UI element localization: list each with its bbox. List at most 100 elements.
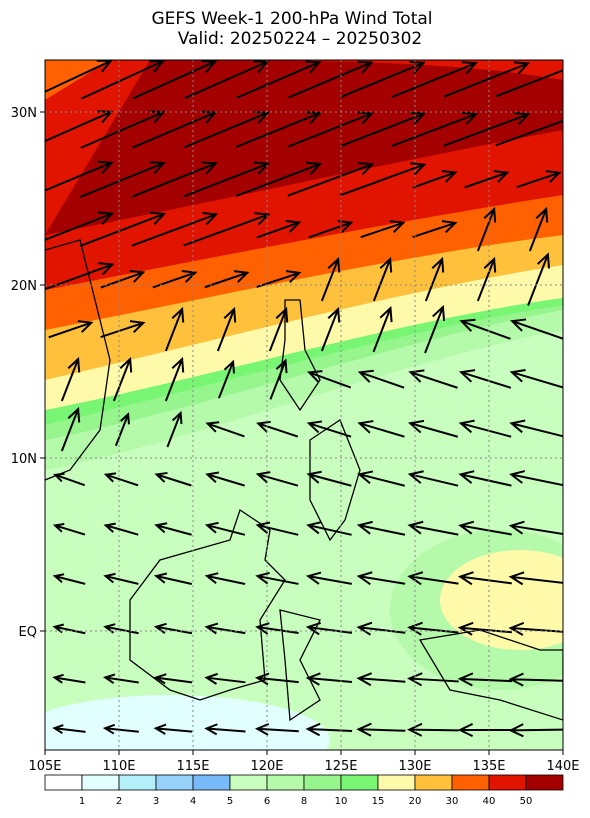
wind-arrow	[152, 270, 198, 289]
wind-arrow	[166, 410, 183, 448]
wind-arrow	[235, 161, 323, 197]
wind-arrow	[102, 673, 139, 685]
wind-arrow	[52, 673, 86, 684]
colorbar: 1 2 3 4 5 6 8 10 15 20 30 40 50	[44, 774, 564, 807]
wind-arrow	[52, 724, 86, 735]
wind-arrow	[412, 170, 458, 189]
colorbar-label: 8	[301, 796, 307, 807]
wind-arrow	[254, 672, 299, 686]
colorbar-label: 30	[446, 796, 459, 807]
wind-arrow	[45, 160, 114, 192]
wind-arrow	[407, 520, 459, 536]
colorbar-label: 2	[116, 796, 122, 807]
wind-arrow	[45, 211, 115, 241]
wind-arrow	[269, 358, 288, 400]
wind-arrow	[164, 306, 185, 352]
wind-arrow	[407, 470, 459, 487]
lon-label: 115E	[176, 759, 209, 774]
wind-arrow	[495, 69, 563, 98]
wind-arrow	[204, 723, 246, 736]
wind-arrow	[102, 723, 139, 735]
wind-arrow	[103, 572, 139, 585]
wind-arrow	[457, 621, 513, 636]
wind-arrow	[459, 318, 511, 340]
wind-arrow	[424, 256, 445, 302]
wind-arrow	[103, 472, 139, 487]
wind-arrows	[45, 60, 563, 738]
wind-arrow	[308, 220, 354, 239]
wind-arrow	[79, 211, 167, 247]
wind-arrow	[255, 521, 299, 536]
colorbar-label: 20	[409, 796, 422, 807]
colorbar-box	[451, 774, 490, 791]
wind-arrow	[356, 520, 406, 536]
colorbar-box	[488, 774, 527, 791]
wind-arrow	[424, 304, 446, 354]
map-field	[45, 60, 563, 750]
wind-arrow	[48, 320, 94, 339]
wind-arrow	[320, 256, 341, 302]
wind-arrow	[256, 420, 299, 438]
wind-arrow	[154, 471, 192, 487]
wind-arrow	[457, 571, 512, 586]
colorbar-box	[192, 774, 231, 791]
wind-arrow	[184, 110, 270, 149]
wind-arrow	[306, 420, 352, 438]
wind-arrow	[60, 356, 81, 402]
colorbar-label: 4	[190, 796, 196, 807]
lat-label: 20N	[11, 279, 37, 294]
wind-arrow	[357, 420, 405, 438]
wind-arrow	[508, 672, 563, 687]
colorbar-box	[229, 774, 268, 791]
wind-arrow	[391, 61, 478, 98]
wind-arrow	[508, 723, 563, 738]
wind-arrow	[443, 112, 531, 147]
wind-arrow	[443, 61, 530, 98]
wind-arrow	[458, 520, 512, 536]
colorbar-box	[525, 774, 564, 791]
wind-arrow	[103, 522, 139, 536]
wind-arrow	[100, 269, 146, 289]
wind-arrow	[80, 110, 166, 149]
wind-arrow	[183, 212, 271, 247]
wind-arrow	[45, 262, 115, 291]
wind-arrow	[516, 170, 562, 189]
lon-label: 125E	[324, 759, 357, 774]
wind-arrow	[509, 419, 563, 438]
wind-arrow	[132, 60, 218, 100]
colorbar-label: 6	[264, 796, 270, 807]
wind-arrow	[153, 572, 193, 585]
wind-arrow	[508, 470, 563, 487]
wind-arrow	[464, 170, 510, 189]
colorbar-box	[303, 774, 342, 791]
wind-arrow	[183, 161, 271, 198]
wind-arrow	[356, 571, 406, 586]
wind-arrow	[509, 368, 563, 389]
colorbar-label: 10	[335, 796, 348, 807]
colorbar-label: 1	[79, 796, 85, 807]
wind-arrow	[357, 369, 405, 389]
wind-arrow	[305, 722, 353, 737]
colorbar-label: 5	[227, 796, 233, 807]
grid	[45, 60, 563, 750]
lat-label: 30N	[11, 106, 37, 121]
wind-arrow	[476, 256, 497, 302]
wind-arrow	[216, 306, 237, 352]
wind-arrow	[79, 161, 166, 198]
wind-arrow	[356, 621, 406, 636]
wind-arrow	[268, 306, 289, 352]
colorbar-label: 15	[372, 796, 385, 807]
wind-arrow	[205, 421, 245, 438]
colorbar-box	[155, 774, 194, 791]
wind-arrow	[339, 162, 427, 197]
wind-arrow	[204, 521, 246, 536]
wind-arrow	[131, 211, 219, 247]
wind-arrow	[217, 359, 235, 399]
title: GEFS Week-1 200-hPa Wind Total	[151, 9, 432, 29]
axis-labels: 105E 110E 115E 120E 125E 130E 135E 140E 30N 20N 10…	[11, 106, 580, 774]
wind-arrow	[476, 206, 497, 252]
wind-arrow	[131, 161, 218, 198]
lon-label: 140E	[546, 759, 579, 774]
lon-label: 105E	[28, 759, 61, 774]
wind-arrow	[60, 406, 81, 452]
